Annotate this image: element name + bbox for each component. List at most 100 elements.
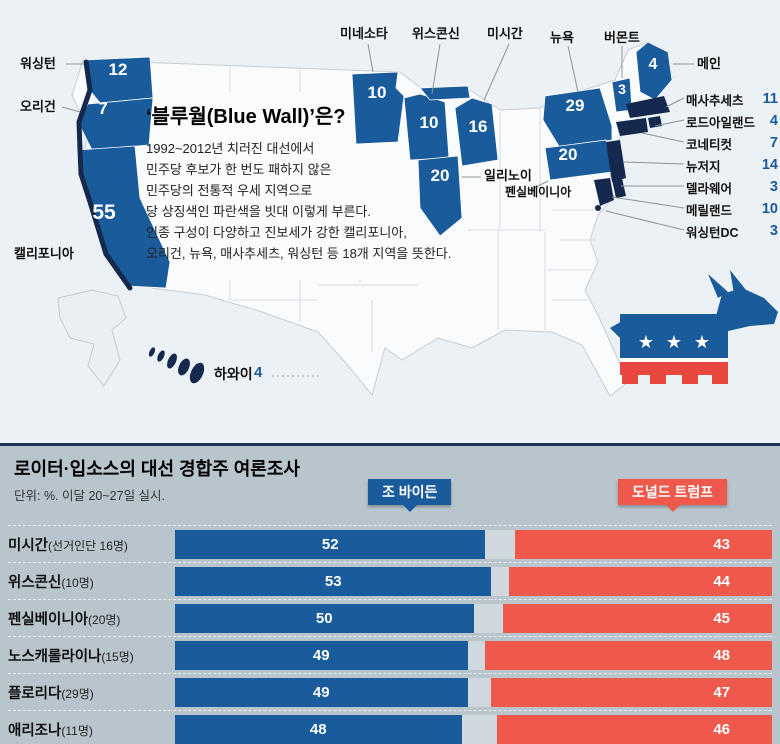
- blue-wall-states: [77, 41, 673, 289]
- poll-bar-area: 48 46: [175, 714, 772, 744]
- biden-value: 49: [312, 683, 330, 701]
- state-votes-illinois: 20: [430, 166, 450, 185]
- west-coast-navy-edge: [76, 59, 133, 291]
- description-line: 1992~2012년 치러진 대선에서: [146, 141, 315, 156]
- hawaii-islands: [148, 347, 205, 384]
- biden-bar: 49: [175, 677, 468, 707]
- state-label-new-jersey: 뉴저지: [686, 159, 721, 174]
- legend-trump-badge: 도널드 트럼프: [618, 479, 728, 512]
- state-massachusetts-shape: [626, 96, 670, 118]
- electors-note: (선거인단 16명): [48, 538, 128, 553]
- swing-state-poll-section: 로이터·입소스의 대선 경합주 여론조사 단위: %. 이달 20~27일 실시…: [0, 443, 780, 744]
- trump-bar: 48: [485, 640, 772, 670]
- state-votes-hawaii: 4: [254, 364, 263, 381]
- trump-value: 44: [713, 572, 730, 590]
- state-new-york-shape: [542, 87, 613, 149]
- poll-row: 플로리다(29명) 49 47: [8, 674, 772, 711]
- poll-rows: 미시간(선거인단 16명) 52 43 위스콘신(10명) 53 44 펜실베이…: [8, 525, 772, 744]
- biden-value: 50: [315, 609, 333, 627]
- state-votes-michigan: 16: [468, 117, 488, 136]
- state-votes-new-jersey: 14: [761, 157, 778, 173]
- poll-bar-area: 52 43: [175, 529, 772, 559]
- state-alaska-shape: [57, 289, 127, 387]
- state-votes-vermont: 3: [618, 81, 626, 97]
- poll-row: 펜실베이니아(20명) 50 45: [8, 600, 772, 637]
- state-votes-new-york: 29: [565, 96, 585, 115]
- state-oregon-shape: [77, 97, 154, 151]
- electors-note: (15명): [101, 649, 134, 664]
- poll-state-name: 미시간: [8, 537, 49, 554]
- electors-note: (20명): [88, 612, 121, 627]
- poll-row: 미시간(선거인단 16명) 52 43: [8, 525, 772, 563]
- trump-value: 46: [713, 720, 730, 738]
- poll-subtitle: 단위: %. 이달 20~27일 실시.: [14, 489, 166, 503]
- biden-bar: 49: [175, 640, 468, 670]
- state-votes-maryland: 10: [761, 201, 778, 217]
- state-rhode-island-shape: [648, 116, 662, 128]
- state-connecticut-shape: [616, 118, 648, 136]
- list-item: 메릴랜드 10: [686, 198, 778, 220]
- trump-value: 43: [713, 535, 730, 553]
- poll-row: 노스캐롤라이나(15명) 49 48: [8, 637, 772, 674]
- state-label-california: 캘리포니아: [14, 246, 74, 261]
- biden-bar: 48: [175, 714, 462, 744]
- electors-note: (10명): [61, 575, 94, 590]
- state-label-oregon: 오리건: [20, 99, 56, 114]
- state-label-maine: 메인: [697, 56, 721, 71]
- list-item: 뉴저지 14: [686, 154, 778, 176]
- star-icon: ★: [666, 332, 682, 352]
- state-votes-minnesota: 10: [367, 83, 387, 102]
- trump-bar: 47: [491, 677, 772, 707]
- electors-note: (29명): [61, 686, 94, 701]
- state-label-maryland: 메릴랜드: [686, 203, 733, 218]
- poll-state-name: 펜실베이니아: [8, 611, 89, 628]
- description-line: 오리건, 뉴욕, 매사추세츠, 워싱턴 등 18개 지역을 뜻한다.: [146, 246, 452, 262]
- state-maine-shape: [635, 41, 673, 101]
- trump-value: 48: [713, 646, 730, 664]
- state-label-illinois: 일리노이: [484, 168, 532, 183]
- biden-bar: 53: [175, 566, 492, 596]
- blue-wall-title: ‘블루월(Blue Wall)’은?: [146, 106, 346, 128]
- state-votes-massachusetts: 11: [762, 91, 778, 107]
- state-label-vermont: 버몬트: [604, 30, 640, 45]
- northeast-state-list: 매사추세츠 11 로드아일랜드 4 코네티컷 7 뉴저지 14 델라웨어 3 메…: [686, 88, 778, 242]
- trump-bar: 43: [515, 529, 772, 559]
- state-label-hawaii: 하와이: [214, 366, 253, 382]
- trump-value: 45: [713, 609, 730, 627]
- list-item: 델라웨어 3: [686, 176, 778, 198]
- blue-wall-description: 1992~2012년 치러진 대선에서 민주당 후보가 한 번도 패하지 않은 …: [146, 138, 451, 264]
- state-label-delaware: 델라웨어: [686, 181, 733, 196]
- state-label-wisconsin: 위스콘신: [412, 26, 460, 41]
- star-icon: ★: [638, 332, 654, 352]
- state-votes-wisconsin: 10: [419, 113, 439, 132]
- legend-biden-badge: 조 바이든: [368, 479, 452, 512]
- biden-value: 48: [309, 720, 327, 738]
- state-label-michigan: 미시간: [487, 26, 523, 41]
- poll-state-name: 위스콘신: [8, 574, 62, 591]
- state-michigan-shape: [454, 97, 499, 167]
- state-label-new-york: 뉴욕: [550, 30, 574, 45]
- state-wisconsin-shape: [403, 93, 450, 161]
- trump-bar: 44: [509, 566, 772, 596]
- description-line: 민주당 후보가 한 번도 패하지 않은: [146, 162, 332, 178]
- trump-value: 47: [713, 683, 730, 701]
- poll-bar-area: 50 45: [175, 603, 772, 633]
- state-label-washington-dc: 워싱턴DC: [686, 225, 739, 240]
- biden-value: 52: [321, 535, 339, 553]
- state-label-rhode-island: 로드아일랜드: [686, 115, 756, 130]
- state-votes-oregon: 7: [98, 99, 108, 118]
- blue-wall-map-section: ★ ★ ★ ‘블루월(Blue Wall)’은? 1992~2012년 치러진 …: [14, 26, 778, 397]
- us-map: ★ ★ ★: [57, 41, 778, 397]
- description-line: 민주당의 전통적 우세 지역으로: [146, 183, 313, 199]
- state-votes-california: 55: [92, 201, 116, 224]
- poll-state-name: 플로리다: [8, 685, 62, 702]
- poll-row: 애리조나(11명) 48 46: [8, 711, 772, 744]
- trump-bar: 45: [503, 603, 772, 633]
- state-maryland-shape: [594, 178, 614, 206]
- northeast-navy-states: [594, 96, 670, 211]
- state-votes-rhode-island: 4: [769, 113, 778, 129]
- poll-title: 로이터·입소스의 대선 경합주 여론조사: [14, 459, 300, 479]
- electors-note: (11명): [61, 723, 93, 738]
- biden-value: 53: [324, 572, 342, 590]
- poll-state-name: 애리조나: [8, 722, 62, 739]
